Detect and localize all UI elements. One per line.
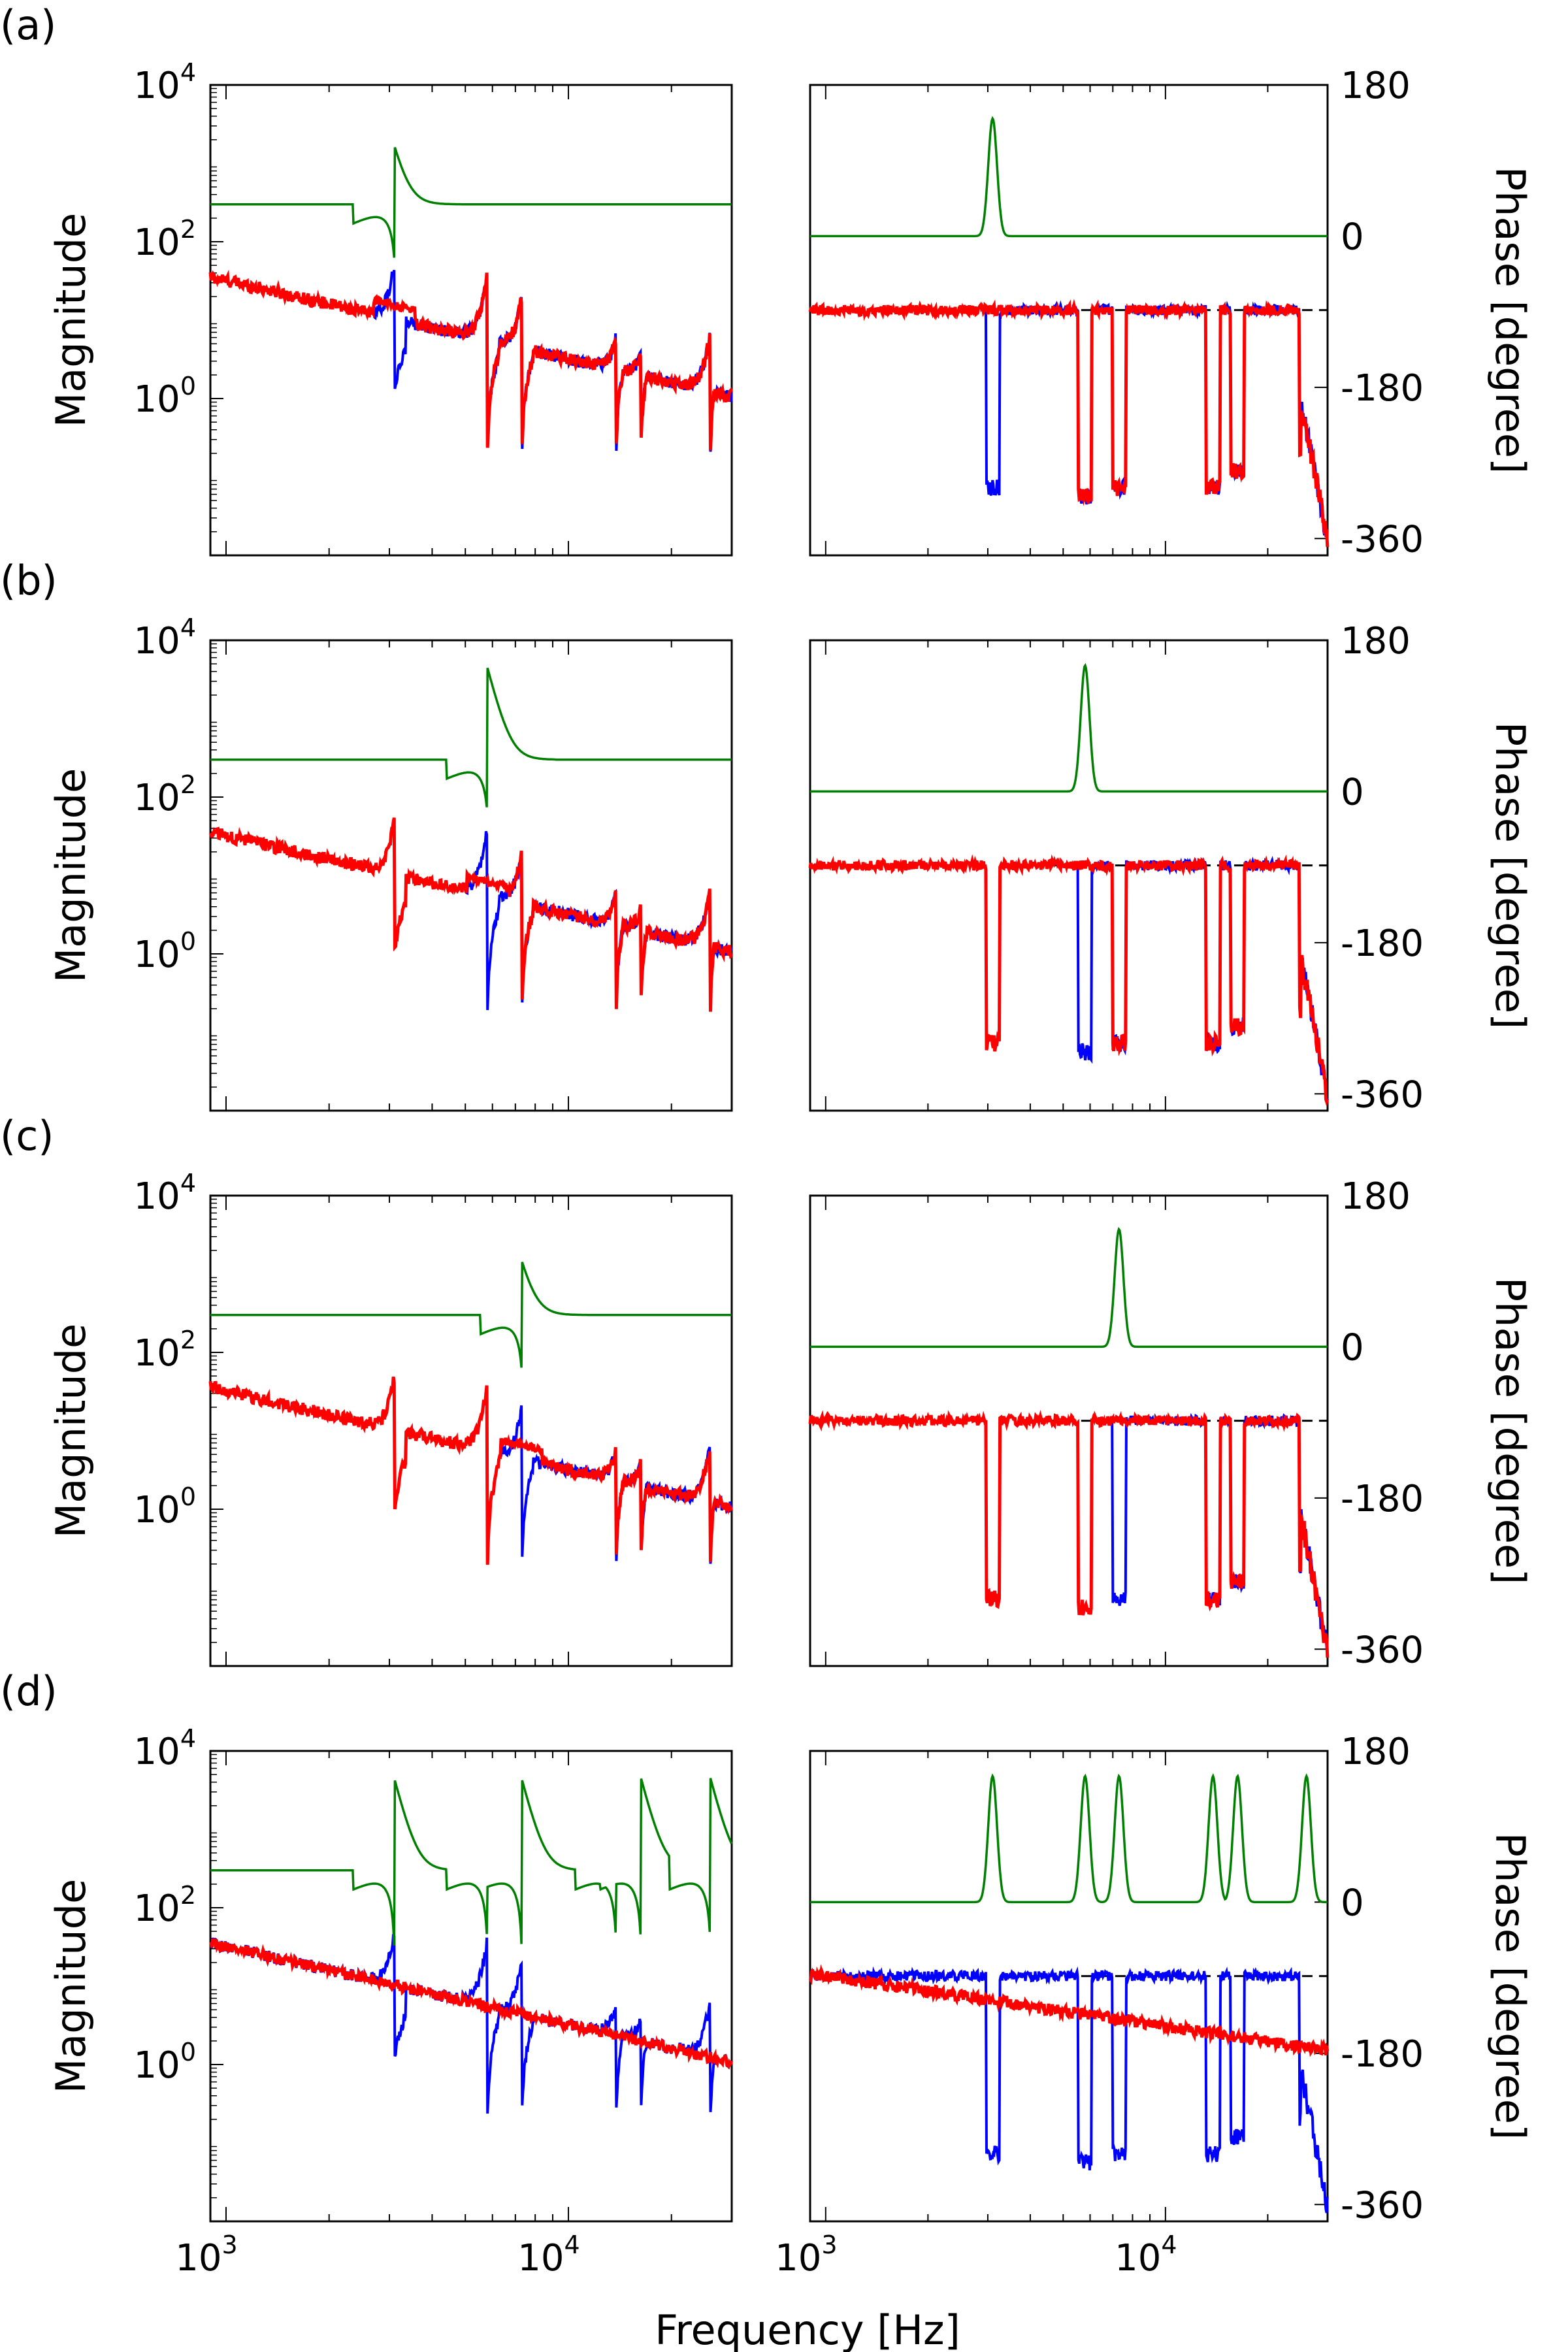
phase-tick-label: -360 — [1341, 1629, 1424, 1671]
panels: (a) 100 102 104 180 0 -180 -360 Magnitude Phase [… — [0, 1, 1534, 2279]
phase-axis-title: Phase [degree] — [1486, 722, 1534, 1029]
phase-axes — [809, 1194, 1329, 1667]
magnitude-tick-label: 104 — [134, 613, 196, 662]
series-green-magnitude — [210, 147, 732, 258]
series-red-magnitude — [208, 269, 734, 451]
phase-tick-label: 0 — [1341, 1882, 1364, 1924]
series-red-phase — [808, 854, 1330, 1107]
series-green-phase — [810, 116, 1328, 238]
phase-tick-label: -360 — [1341, 518, 1424, 561]
magnitude-tick-label: 104 — [134, 1724, 196, 1773]
magnitude-tick-label: 100 — [134, 372, 196, 421]
phase-tick-label: -180 — [1341, 923, 1424, 965]
series-blue-phase — [809, 1411, 1329, 1652]
phase-tick-label: -180 — [1341, 367, 1424, 410]
phase-tick-label: 0 — [1341, 216, 1364, 258]
magnitude-tick-label: 104 — [134, 1169, 196, 1218]
x-tick-label: 104 — [517, 2230, 580, 2279]
phase-tick-label: -360 — [1341, 1073, 1424, 1116]
panel-label: (a) — [0, 1, 56, 49]
magnitude-axes — [209, 639, 733, 1112]
x-tick-label: 103 — [775, 2230, 837, 2279]
series-blue-magnitude — [209, 817, 733, 1011]
panel-label: (d) — [0, 1667, 57, 1715]
magnitude-tick-label: 102 — [134, 1881, 196, 1930]
series-green-phase — [810, 662, 1328, 793]
panel-a: (a) 100 102 104 180 0 -180 -360 Magnitude Phase [… — [0, 1, 1534, 561]
series-green-magnitude — [210, 667, 732, 808]
phase-axes — [809, 639, 1329, 1112]
phase-tick-label: -360 — [1341, 2184, 1424, 2227]
series-red-magnitude — [208, 1377, 734, 1565]
panel-c: (c) 100 102 104 180 0 -180 -360 Magnitude Phase [… — [0, 1112, 1534, 1671]
panel-label: (c) — [0, 1112, 54, 1160]
series-red-phase — [808, 299, 1330, 547]
series-red-phase — [808, 1409, 1330, 1658]
series-red-magnitude — [208, 817, 733, 1012]
panel-label: (b) — [0, 557, 57, 604]
x-tick-label: 103 — [175, 2230, 237, 2279]
phase-tick-label: -180 — [1341, 1478, 1424, 1520]
phase-axes — [809, 1750, 1329, 2223]
magnitude-axis-title: Magnitude — [47, 213, 95, 427]
series-green-phase — [810, 1227, 1328, 1348]
series-blue-phase — [809, 855, 1329, 1103]
phase-axis-title: Phase [degree] — [1486, 167, 1534, 474]
phase-axes — [809, 84, 1329, 557]
panel-b: (b) 100 102 104 180 0 -180 -360 Magnitude Phase [… — [0, 557, 1534, 1116]
series-red-phase — [808, 1964, 1330, 2057]
magnitude-tick-label: 102 — [134, 215, 196, 264]
magnitude-axis-title: Magnitude — [47, 768, 95, 983]
phase-tick-label: 0 — [1341, 1326, 1364, 1369]
phase-tick-label: 180 — [1341, 65, 1411, 107]
magnitude-tick-label: 104 — [134, 58, 196, 107]
magnitude-axes — [209, 1194, 733, 1667]
phase-tick-label: 180 — [1341, 1731, 1411, 1773]
x-tick-label: 104 — [1115, 2230, 1177, 2279]
series-blue-phase — [809, 1966, 1329, 2213]
magnitude-axis-title: Magnitude — [47, 1879, 95, 2093]
panel-d: (d) 100 102 104 180 0 -180 -360 103 104 103 104 Magn… — [0, 1667, 1534, 2279]
magnitude-tick-label: 100 — [134, 1482, 196, 1531]
magnitude-axes — [209, 1750, 733, 2223]
series-blue-phase — [809, 300, 1328, 536]
phase-tick-label: 180 — [1341, 620, 1411, 662]
phase-axis-title: Phase [degree] — [1486, 1833, 1534, 2140]
phase-tick-label: 180 — [1341, 1175, 1411, 1218]
magnitude-axis-title: Magnitude — [47, 1324, 95, 1538]
phase-axis-title: Phase [degree] — [1486, 1277, 1534, 1584]
magnitude-tick-label: 100 — [134, 2038, 196, 2087]
series-green-magnitude — [210, 1262, 732, 1368]
series-green-phase — [810, 1772, 1328, 1904]
magnitude-axes — [209, 84, 733, 557]
phase-tick-label: -180 — [1341, 2033, 1424, 2076]
series-green-magnitude — [210, 1778, 733, 1946]
phase-tick-label: 0 — [1341, 771, 1364, 813]
series-red-magnitude — [209, 1938, 734, 2070]
magnitude-tick-label: 100 — [134, 927, 196, 976]
magnitude-tick-label: 102 — [134, 770, 196, 819]
magnitude-tick-label: 102 — [134, 1326, 196, 1375]
x-axis-title: Frequency [Hz] — [655, 2306, 960, 2352]
